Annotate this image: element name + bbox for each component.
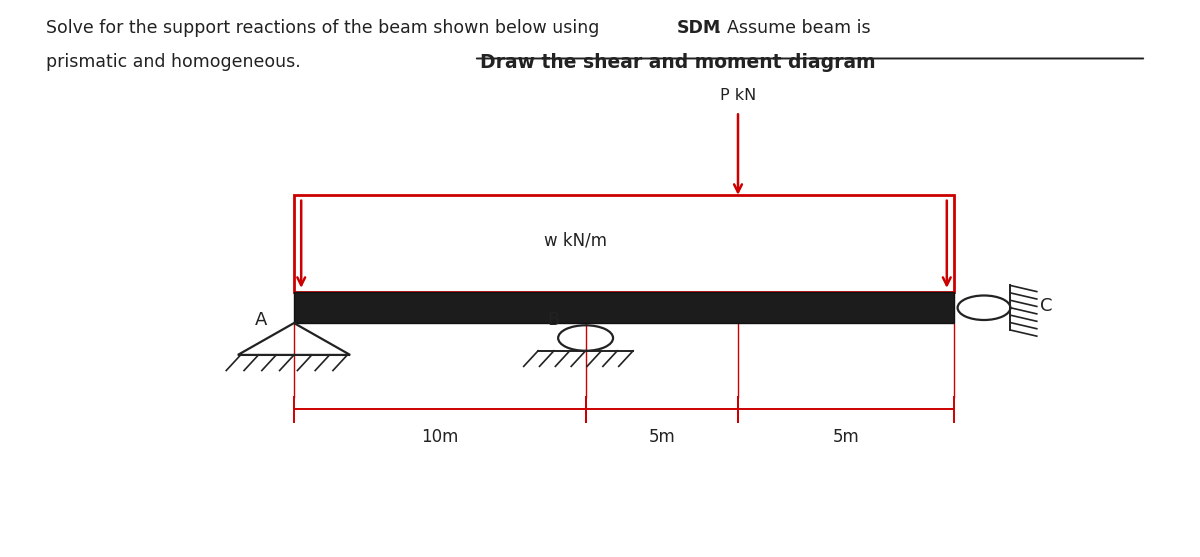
Text: C: C [1040, 296, 1052, 315]
Text: P kN: P kN [720, 88, 756, 103]
Text: prismatic and homogeneous.: prismatic and homogeneous. [46, 53, 300, 71]
Text: w kN/m: w kN/m [545, 232, 607, 250]
Text: 5m: 5m [648, 428, 676, 446]
Text: . Assume beam is: . Assume beam is [716, 19, 871, 37]
Polygon shape [294, 195, 954, 292]
Text: 5m: 5m [833, 428, 859, 446]
Text: A: A [256, 311, 268, 329]
Text: SDM: SDM [677, 19, 721, 37]
Text: B: B [547, 311, 559, 329]
Bar [294, 292, 954, 323]
Text: Solve for the support reactions of the beam shown below using: Solve for the support reactions of the b… [46, 19, 605, 37]
Text: 10m: 10m [421, 428, 458, 446]
Text: Draw the shear and moment diagram: Draw the shear and moment diagram [480, 53, 876, 72]
